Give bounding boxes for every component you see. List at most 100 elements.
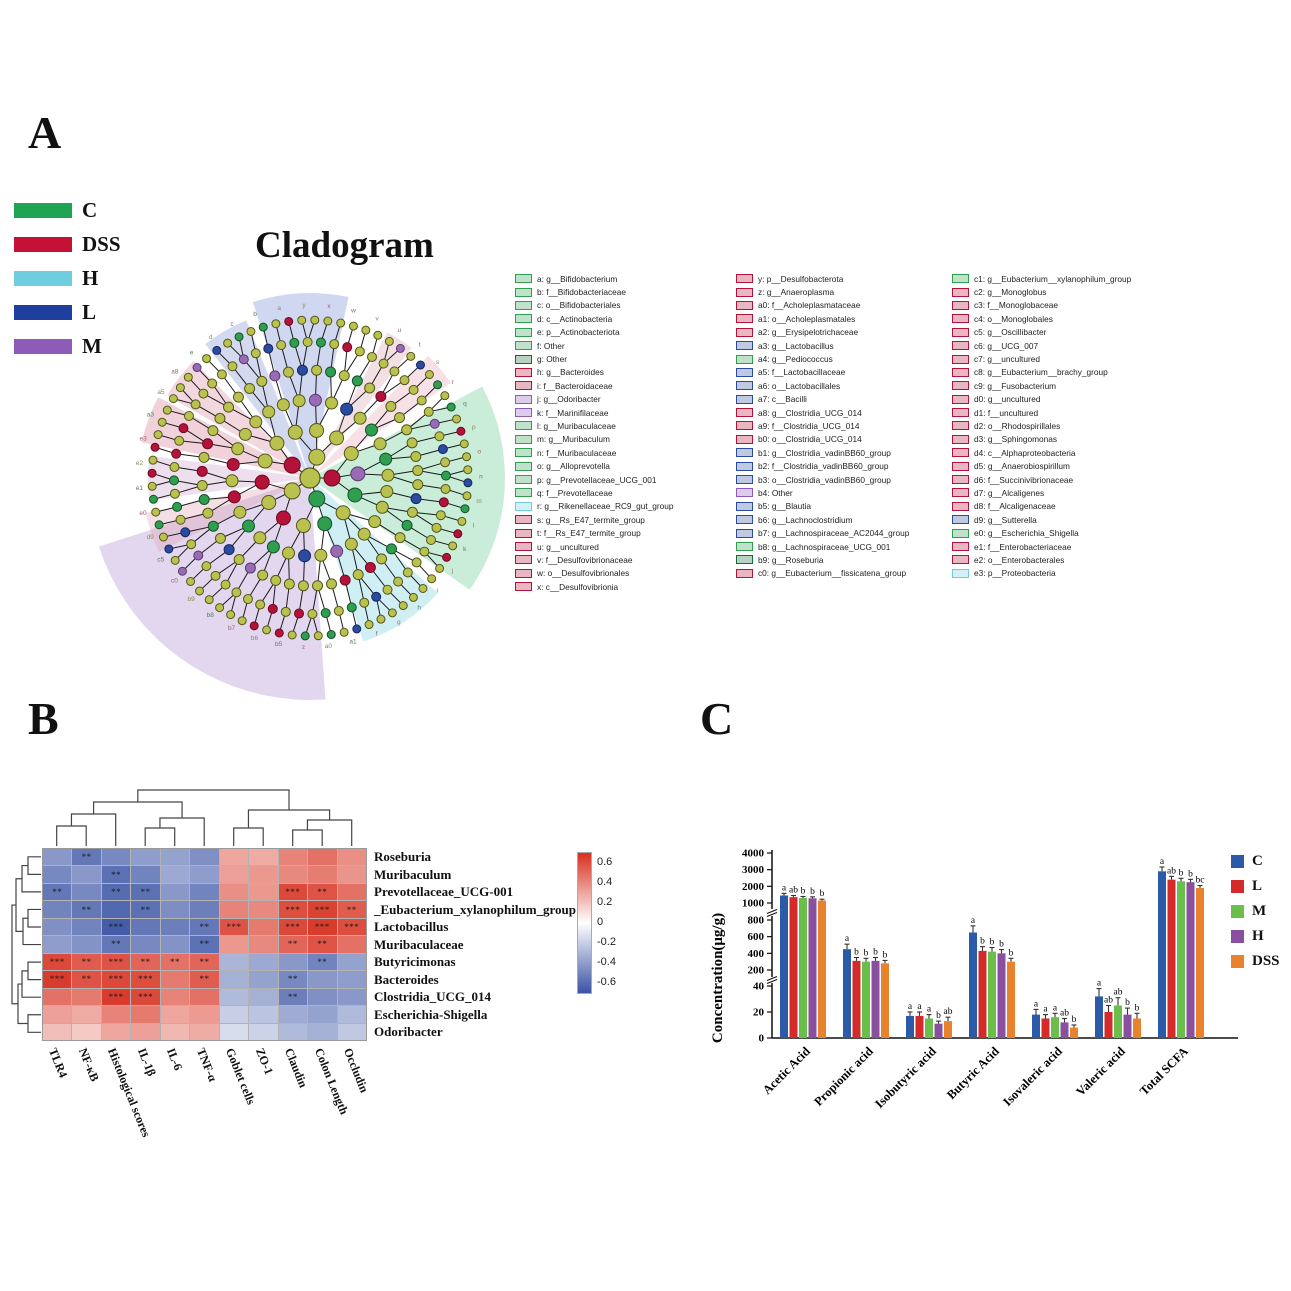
heatmap-cell <box>337 1006 366 1023</box>
bar-legend-label: L <box>1252 878 1263 894</box>
significance-stars: *** <box>285 887 301 898</box>
taxa-legend-entry: d9: g__Sutterella <box>952 513 1131 526</box>
heatmap-row-label: Prevotellaceae_UCG-001 <box>374 884 514 900</box>
taxa-color-swatch <box>952 287 969 297</box>
taxa-label: f: Other <box>537 340 565 351</box>
taxa-color-swatch <box>515 461 532 471</box>
taxa-label: p: g__Prevotellaceae_UCG_001 <box>537 474 657 485</box>
cladogram-node <box>280 606 291 617</box>
cladogram-node <box>207 520 219 532</box>
cladogram-node <box>175 514 186 525</box>
cladogram-node <box>424 370 434 380</box>
y-tick-label: 4000 <box>742 848 765 860</box>
heatmap-cell <box>249 1023 278 1040</box>
bar-DSS <box>1133 1018 1141 1038</box>
cladogram-node <box>440 470 451 481</box>
top-dendrogram <box>56 789 353 846</box>
heatmap-cell: ** <box>278 936 308 953</box>
heatmap-cell <box>101 1006 131 1023</box>
cladogram-taxon-key-label: b7 <box>228 625 236 632</box>
cladogram-taxon-key-label: b9 <box>187 596 195 603</box>
bar-chart-legend: C L M H DSS <box>1231 853 1280 978</box>
heatmap-cell: *** <box>308 901 337 918</box>
taxa-color-swatch <box>515 300 532 310</box>
cladogram-node <box>398 601 408 611</box>
cladogram-node <box>338 370 350 382</box>
bar-C <box>1095 996 1103 1038</box>
cladogram-node <box>359 597 370 608</box>
taxa-label: c3: f__Monoglobaceae <box>974 300 1058 311</box>
cladogram-node <box>246 326 256 336</box>
cladogram-node <box>353 411 367 425</box>
heatmap-cell: ** <box>101 866 131 883</box>
cladogram-node <box>190 399 201 410</box>
bar-L <box>852 960 861 1038</box>
cladogram-node <box>147 481 157 491</box>
group-legend-item: M <box>14 334 121 359</box>
taxa-color-swatch <box>736 568 753 578</box>
cladogram-node <box>456 426 466 436</box>
cladogram-node <box>287 630 297 640</box>
taxa-label: e1: f__Enterobacteriaceae <box>974 541 1072 552</box>
cladogram-node <box>158 532 168 542</box>
cladogram-node <box>214 412 226 424</box>
taxa-color-swatch <box>736 461 753 471</box>
taxa-legend-entry: j: g__Odoribacter <box>515 393 674 406</box>
taxa-color-swatch <box>736 528 753 538</box>
cladogram-node <box>380 485 394 499</box>
taxa-color-swatch <box>952 354 969 364</box>
taxa-legend-entry: c3: f__Monoglobaceae <box>952 299 1131 312</box>
cladogram-node <box>232 391 244 403</box>
dendrogram-branch <box>56 825 87 846</box>
significance-letter: b <box>936 1011 941 1021</box>
significance-stars: *** <box>108 974 124 985</box>
heatmap-cell <box>131 936 160 953</box>
bar-DSS <box>881 963 889 1038</box>
heatmap-cell <box>160 866 190 883</box>
cladogram-node <box>269 370 281 382</box>
heatmap-cell: ** <box>308 936 337 953</box>
taxa-color-swatch <box>736 354 753 364</box>
heatmap-cell <box>308 971 337 988</box>
cladogram-wedge <box>310 386 505 590</box>
significance-stars: ** <box>199 922 210 933</box>
heatmap-cell <box>160 883 190 901</box>
cladogram-node <box>339 627 349 637</box>
cladogram-node <box>255 599 266 610</box>
heatmap-cell <box>249 953 278 971</box>
heatmap-cell: *** <box>278 918 308 936</box>
cladogram-node <box>411 557 422 568</box>
significance-stars: *** <box>138 974 154 985</box>
significance-letter: ab <box>1114 988 1123 998</box>
cladogram-taxon-key-label: d9 <box>147 534 155 541</box>
cladogram-node <box>244 562 256 574</box>
cladogram-node <box>375 390 387 402</box>
axis-break-mark <box>766 911 778 918</box>
y-tick-label: 2000 <box>742 881 765 893</box>
heatmap-column-label: NF-κB <box>75 1046 102 1084</box>
cladogram-node <box>274 628 284 638</box>
taxa-color-swatch <box>952 434 969 444</box>
taxa-label: u: g__uncultured <box>537 541 599 552</box>
taxa-label: r: g__Rikenellaceae_RC9_gut_group <box>537 501 674 512</box>
heatmap-cell: *** <box>101 918 131 936</box>
cladogram-node <box>364 620 374 630</box>
heatmap-cell <box>190 901 219 918</box>
taxa-legend-entry: a7: c__Bacilli <box>736 393 909 406</box>
cladogram-node <box>226 457 240 471</box>
taxa-color-swatch <box>952 381 969 391</box>
significance-stars: ** <box>170 956 181 967</box>
heatmap-cell <box>43 849 72 866</box>
cladogram-node <box>169 475 180 486</box>
heatmap-cell <box>160 971 190 988</box>
bar-C <box>843 949 851 1038</box>
y-tick-label: 600 <box>748 931 765 943</box>
x-category-label: Acetic Acid <box>760 1044 813 1097</box>
group-legend-item: C <box>14 198 121 223</box>
cladogram-node <box>222 401 234 413</box>
cladogram-node <box>309 422 325 438</box>
cladogram-taxon-key-label: b8 <box>207 612 215 619</box>
taxa-legend-entry: v: f__Desulfovibrionaceae <box>515 553 674 566</box>
cladogram-taxon-key-label: b <box>253 311 257 318</box>
cladogram-node <box>357 527 371 541</box>
